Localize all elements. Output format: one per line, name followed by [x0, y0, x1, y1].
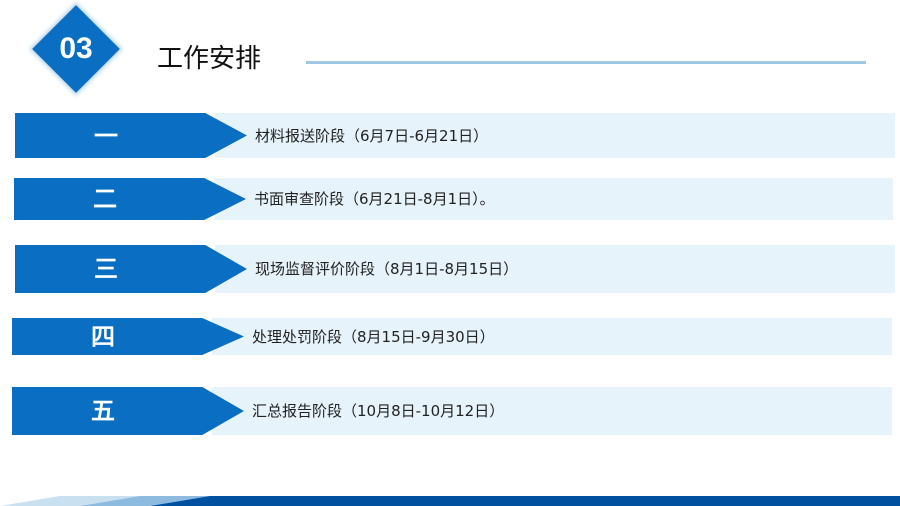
section-number: 03 [59, 32, 93, 65]
stage-row: 二 书面审查阶段（6月21日-8月1日）。 [14, 178, 893, 220]
stage-number: 一 [94, 120, 118, 150]
stage-band: 处理处罚阶段（8月15日-9月30日） [212, 318, 892, 355]
page-title: 工作安排 [157, 44, 262, 74]
stage-row: 三 现场监督评价阶段（8月1日-8月15日） [15, 245, 895, 293]
stage-number: 四 [91, 321, 115, 351]
stage-text: 处理处罚阶段（8月15日-9月30日） [252, 327, 495, 346]
stage-row: 五 汇总报告阶段（10月8日-10月12日） [12, 387, 892, 435]
stage-row: 一 材料报送阶段（6月7日-6月21日） [15, 113, 895, 158]
stage-arrow: 四 [12, 318, 244, 355]
stage-number: 三 [94, 254, 118, 283]
stage-band: 汇总报告阶段（10月8日-10月12日） [212, 387, 892, 435]
stage-text: 汇总报告阶段（10月8日-10月12日） [252, 402, 505, 420]
stage-row: 四 处理处罚阶段（8月15日-9月30日） [12, 318, 892, 355]
stage-text: 材料报送阶段（6月7日-6月21日） [255, 126, 489, 145]
stage-text: 书面审查阶段（6月21日-8月1日）。 [254, 190, 495, 208]
footer-band [0, 496, 900, 506]
stage-arrow: 三 [15, 245, 247, 293]
stage-number: 五 [91, 396, 115, 425]
stage-text: 现场监督评价阶段（8月1日-8月15日） [255, 260, 519, 278]
stage-number: 二 [93, 184, 117, 213]
section-badge: 03 [32, 5, 120, 93]
stage-band: 现场监督评价阶段（8月1日-8月15日） [215, 245, 895, 293]
stage-arrow: 五 [12, 387, 244, 435]
stage-arrow: 一 [15, 113, 247, 158]
stage-arrow: 二 [14, 178, 246, 220]
stage-band: 书面审查阶段（6月21日-8月1日）。 [214, 178, 893, 220]
stage-band: 材料报送阶段（6月7日-6月21日） [215, 113, 895, 158]
title-divider [306, 61, 866, 64]
